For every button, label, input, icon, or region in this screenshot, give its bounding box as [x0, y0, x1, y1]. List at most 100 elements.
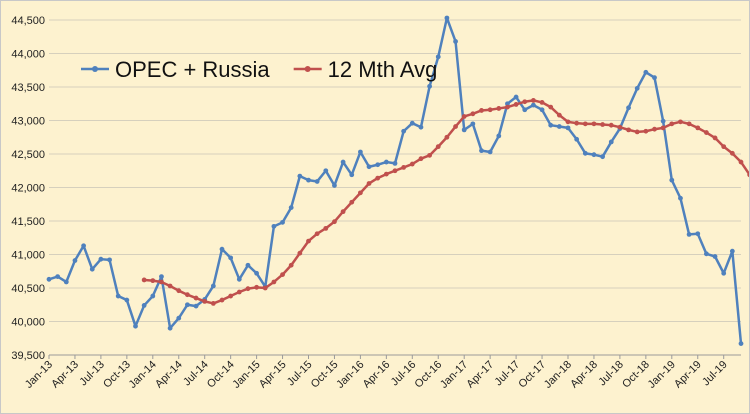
data-point [729, 248, 735, 254]
data-point [678, 195, 683, 201]
data-point [150, 293, 156, 299]
data-point [652, 75, 657, 81]
data-point [626, 127, 631, 133]
series-layer [46, 15, 749, 347]
data-point [444, 15, 450, 21]
series-0 [46, 15, 744, 347]
data-point [409, 161, 415, 167]
data-point [89, 266, 95, 272]
data-point [695, 231, 701, 237]
data-point [556, 112, 562, 118]
data-point [306, 177, 311, 183]
data-point [539, 100, 545, 105]
x-tick-label: Oct-15 [309, 359, 341, 391]
x-tick-label: Apr-14 [153, 359, 185, 391]
series-1 [141, 98, 749, 306]
data-point [712, 135, 718, 141]
data-point [107, 257, 112, 263]
data-point [626, 105, 631, 111]
data-point [479, 148, 484, 154]
data-point [565, 125, 571, 131]
data-point [531, 102, 536, 108]
data-point [643, 69, 649, 75]
data-point [167, 325, 173, 331]
data-point [453, 39, 458, 44]
data-point [245, 262, 251, 268]
data-point [202, 299, 208, 304]
y-tick-label: 41,500 [11, 216, 45, 228]
y-tick-label: 43,500 [11, 82, 45, 94]
data-point [236, 289, 242, 295]
data-point [487, 107, 493, 113]
data-point [548, 122, 554, 128]
data-point [704, 130, 709, 135]
data-point [608, 139, 614, 145]
data-point [582, 121, 588, 127]
x-tick-label: Jan-17 [438, 359, 470, 391]
data-point [141, 303, 147, 308]
x-tick-label: Jan-18 [542, 359, 574, 391]
x-tick-label: Apr-17 [464, 359, 496, 391]
data-point [600, 122, 605, 127]
series-line [144, 99, 749, 305]
data-point [288, 205, 294, 211]
data-point [470, 111, 476, 117]
data-point [349, 199, 355, 205]
data-point [435, 144, 441, 150]
data-point [574, 136, 580, 142]
data-point [349, 172, 355, 178]
data-point [470, 121, 476, 127]
data-point [591, 121, 597, 127]
data-point [574, 120, 580, 126]
data-point [392, 160, 398, 166]
data-point [55, 274, 61, 280]
data-point [375, 162, 381, 168]
data-point [366, 181, 372, 186]
legend: OPEC + Russia 12 Mth Avg [81, 57, 437, 82]
data-point [323, 168, 329, 174]
data-point [686, 232, 692, 237]
data-point [219, 297, 225, 303]
data-point [383, 171, 389, 177]
data-point [695, 125, 701, 131]
data-point [435, 54, 441, 60]
legend-swatch-marker [92, 66, 98, 72]
data-point [306, 238, 311, 244]
data-point [591, 152, 597, 158]
data-point [729, 150, 735, 156]
data-point [124, 297, 130, 303]
data-point [427, 152, 432, 158]
data-point [254, 270, 259, 276]
data-point [167, 283, 173, 289]
data-point [505, 101, 510, 107]
data-point [686, 121, 692, 127]
x-tick-label: Jan-16 [334, 359, 366, 391]
data-point [738, 159, 744, 165]
data-point [133, 323, 138, 329]
data-point [487, 149, 493, 155]
data-point [409, 120, 415, 126]
data-point [617, 124, 623, 130]
data-point [721, 270, 727, 276]
data-point [418, 124, 424, 130]
data-point [185, 292, 190, 298]
y-tick-label: 43,000 [11, 116, 45, 128]
data-point [582, 150, 588, 156]
data-point [738, 341, 744, 347]
data-point [505, 104, 510, 110]
data-point [383, 159, 389, 165]
y-tick-label: 41,000 [11, 250, 45, 262]
x-tick-label: Jul-19 [700, 359, 730, 389]
data-point [634, 129, 640, 135]
x-tick-label: Oct-13 [101, 359, 133, 391]
data-point [660, 118, 666, 124]
data-point [401, 128, 407, 134]
data-point [513, 102, 519, 107]
x-tick-label: Jan-19 [646, 359, 678, 391]
data-point [392, 168, 398, 174]
y-tick-label: 40,000 [11, 317, 45, 329]
data-point [193, 303, 199, 309]
data-point [712, 254, 718, 259]
